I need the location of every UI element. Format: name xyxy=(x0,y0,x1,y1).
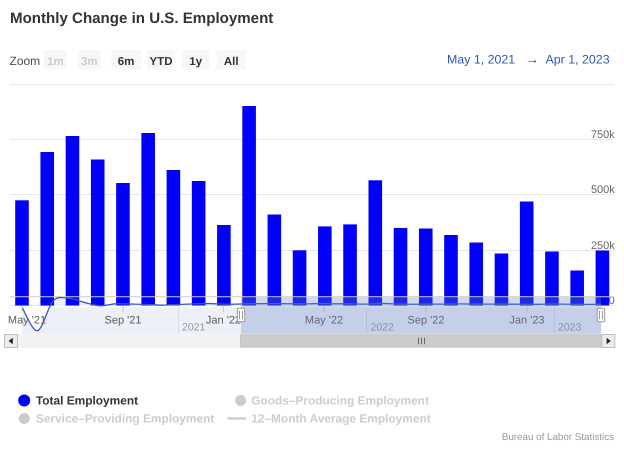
svg-text:3m: 3m xyxy=(81,56,98,68)
svg-text:Sep '21: Sep '21 xyxy=(105,315,142,327)
svg-text:Monthly Change in U.S. Employm: Monthly Change in U.S. Employment xyxy=(10,10,273,27)
svg-text:0: 0 xyxy=(609,295,615,307)
svg-text:May '21: May '21 xyxy=(8,315,46,327)
svg-text:1y: 1y xyxy=(189,56,202,68)
svg-text:1m: 1m xyxy=(47,56,64,68)
svg-text:Goods–Producing Employment: Goods–Producing Employment xyxy=(251,394,429,408)
svg-text:750k: 750k xyxy=(591,129,615,141)
svg-text:Zoom: Zoom xyxy=(10,54,41,68)
svg-text:Bureau of Labor Statistics: Bureau of Labor Statistics xyxy=(502,432,614,443)
svg-text:250k: 250k xyxy=(591,240,615,252)
svg-text:2022: 2022 xyxy=(371,322,395,334)
svg-text:500k: 500k xyxy=(591,184,615,196)
svg-text:2021: 2021 xyxy=(182,322,206,334)
svg-text:2023: 2023 xyxy=(558,322,582,334)
svg-text:YTD: YTD xyxy=(150,56,173,68)
svg-text:All: All xyxy=(224,56,239,68)
svg-text:May '22: May '22 xyxy=(305,315,343,327)
svg-text:Service–Providing Employment: Service–Providing Employment xyxy=(36,412,214,426)
svg-text:Sep '22: Sep '22 xyxy=(408,315,445,327)
svg-text:12–Month Average Employment: 12–Month Average Employment xyxy=(251,412,431,426)
svg-text:Jan '23: Jan '23 xyxy=(509,315,544,327)
svg-text:→: → xyxy=(526,52,539,66)
svg-text:May 1, 2021: May 1, 2021 xyxy=(447,53,515,67)
svg-text:Apr 1, 2023: Apr 1, 2023 xyxy=(546,53,610,67)
svg-text:6m: 6m xyxy=(118,56,135,68)
svg-text:Jan '22: Jan '22 xyxy=(206,315,241,327)
svg-text:Total Employment: Total Employment xyxy=(36,394,138,408)
